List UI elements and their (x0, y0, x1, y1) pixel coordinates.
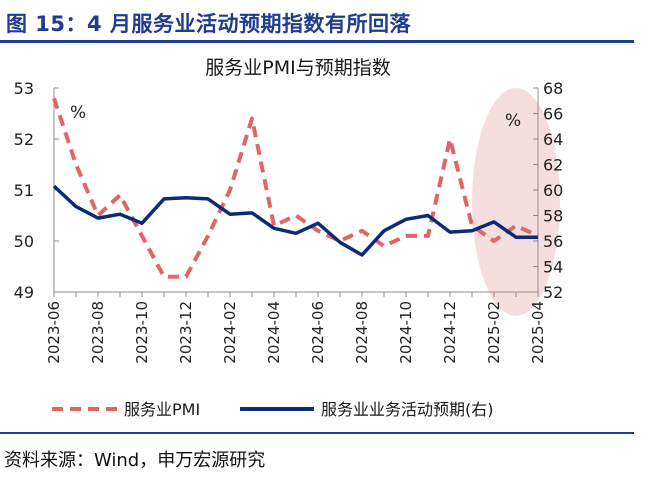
right-tick-label: 52 (543, 283, 563, 302)
x-tick-label: 2023-10 (133, 301, 151, 364)
figure-title: 图 15：4 月服务业活动预期指数有所回落 (6, 12, 411, 36)
left-tick-label: 51 (14, 181, 34, 200)
right-tick-label: 54 (543, 258, 563, 277)
legend-label-pmi: 服务业PMI (124, 400, 200, 419)
chart-title: 服务业PMI与预期指数 (205, 57, 390, 79)
x-tick-label: 2024-02 (221, 301, 239, 364)
x-tick-label: 2024-12 (441, 301, 459, 364)
right-tick-label: 62 (543, 156, 563, 175)
left-unit-label: % (70, 103, 86, 123)
right-tick-label: 60 (543, 181, 563, 200)
x-tick-label: 2025-04 (529, 301, 547, 364)
x-tick-label: 2023-06 (45, 301, 63, 364)
left-tick-label: 52 (14, 130, 34, 149)
x-tick-label: 2023-12 (177, 301, 195, 364)
legend-label-expectation: 服务业业务活动预期(右) (321, 400, 494, 419)
footer-rule (0, 432, 634, 434)
x-tick-label: 2025-02 (485, 301, 503, 364)
series-layer (52, 97, 539, 279)
title-rule (0, 40, 634, 43)
right-tick-label: 66 (543, 105, 563, 124)
right-unit-label: % (505, 111, 521, 131)
x-tick-label: 2024-04 (265, 301, 283, 364)
chart-area: 服务业PMI与预期指数 49 50 51 52 53 52 54 56 58 60 62 64 66 68… (14, 57, 564, 419)
x-tick-label: 2023-08 (89, 301, 107, 364)
legend: 服务业PMI 服务业业务活动预期(右) (52, 400, 494, 419)
right-tick-label: 64 (543, 130, 563, 149)
x-tick-label: 2024-08 (353, 301, 371, 364)
expectation-series-line (52, 184, 538, 257)
left-tick-label: 49 (14, 283, 34, 302)
x-tick-label: 2024-06 (309, 301, 327, 364)
right-tick-label: 68 (543, 79, 563, 98)
x-tick-label: 2024-10 (397, 301, 415, 364)
right-tick-label: 58 (543, 207, 563, 226)
left-tick-label: 50 (14, 232, 34, 251)
axes-layer: 49 50 51 52 53 52 54 56 58 60 62 64 66 68 2023-06 2023-… (14, 79, 564, 364)
right-tick-label: 56 (543, 232, 563, 251)
source-note: 资料来源：Wind，申万宏源研究 (4, 450, 266, 471)
left-tick-label: 53 (14, 79, 34, 98)
pmi-series-line (52, 97, 539, 279)
